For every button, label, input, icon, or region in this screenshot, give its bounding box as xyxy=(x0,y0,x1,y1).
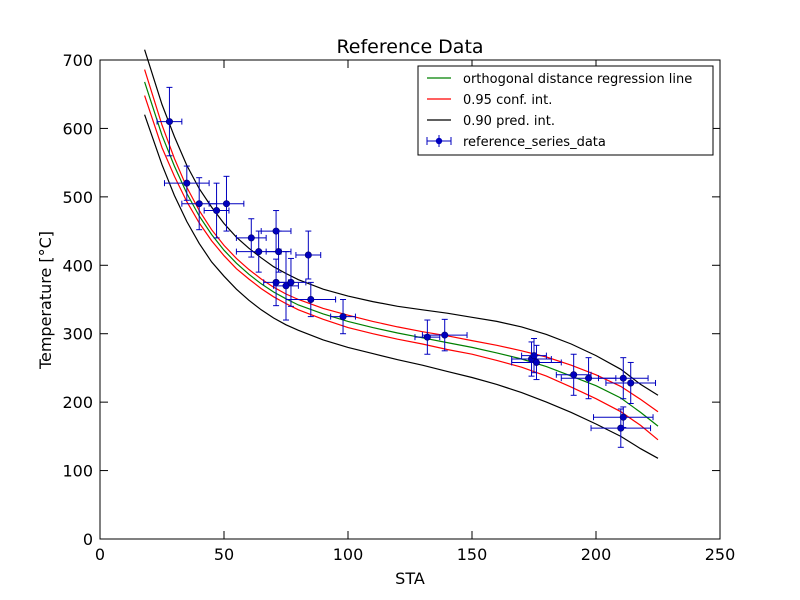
data-marker xyxy=(222,200,230,208)
data-marker xyxy=(183,179,191,187)
data-marker xyxy=(307,295,315,303)
legend-entry-4: reference_series_data xyxy=(426,135,606,150)
data-point-2 xyxy=(163,165,210,201)
data-marker xyxy=(619,413,627,421)
x-tick-label: 100 xyxy=(333,545,364,564)
x-axis-title: STA xyxy=(395,569,425,588)
data-marker xyxy=(570,371,578,379)
points-layer xyxy=(156,86,657,448)
x-tick-label: 50 xyxy=(214,545,234,564)
data-point-5 xyxy=(208,175,245,232)
y-tick-label: 0 xyxy=(83,530,93,549)
data-point-20 xyxy=(511,344,562,381)
data-marker xyxy=(165,118,173,126)
data-point-15 xyxy=(330,299,356,335)
legend-label: orthogonal distance regression line xyxy=(463,72,692,87)
data-point-14 xyxy=(285,281,337,318)
data-point-6 xyxy=(235,218,267,258)
x-tick-label: 0 xyxy=(95,545,105,564)
conf-upper-line xyxy=(144,69,659,413)
data-marker xyxy=(585,374,593,382)
regression-line xyxy=(144,81,659,427)
data-marker xyxy=(213,207,221,215)
data-marker xyxy=(441,331,449,339)
ticks-layer: 0 50 100 150 200 250 0 100 200 300 400 500 600 700 xyxy=(62,51,735,564)
legend-entry-1: orthogonal distance regression line xyxy=(427,72,692,87)
y-tick-label: 300 xyxy=(62,325,93,344)
data-marker xyxy=(532,358,540,366)
data-marker xyxy=(619,374,627,382)
data-marker xyxy=(339,313,347,321)
legend: orthogonal distance regression line 0.95 … xyxy=(417,65,714,156)
data-point-25 xyxy=(597,357,649,400)
legend-entry-3: 0.90 pred. int. xyxy=(427,114,555,129)
data-marker xyxy=(287,278,295,286)
data-point-1 xyxy=(156,86,183,157)
data-marker xyxy=(195,200,203,208)
y-tick-label: 500 xyxy=(62,188,93,207)
legend-label: 0.95 conf. int. xyxy=(463,93,552,108)
y-tick-label: 400 xyxy=(62,256,93,275)
legend-label: reference_series_data xyxy=(463,135,606,150)
data-marker xyxy=(275,248,283,256)
data-marker xyxy=(247,234,255,242)
pred-upper-line xyxy=(144,49,659,396)
plot-frame xyxy=(99,59,721,540)
data-point-13 xyxy=(295,230,322,280)
data-point-26 xyxy=(605,361,657,405)
y-tick-label: 600 xyxy=(62,119,93,138)
y-axis-title: Temperature [°C] xyxy=(36,231,55,370)
data-marker xyxy=(255,248,263,256)
y-tick-label: 100 xyxy=(62,462,93,481)
data-point-24 xyxy=(593,406,654,428)
legend-label: 0.90 pred. int. xyxy=(463,114,555,129)
conf-lower-line xyxy=(144,95,659,441)
chart-title: Reference Data xyxy=(336,36,483,58)
data-point-11 xyxy=(273,251,299,321)
data-point-4 xyxy=(203,182,230,239)
legend-marker xyxy=(435,137,443,145)
legend-entry-2: 0.95 conf. int. xyxy=(427,93,552,108)
data-marker xyxy=(617,424,625,432)
data-point-17 xyxy=(421,318,468,352)
y-tick-label: 200 xyxy=(62,393,93,412)
data-marker xyxy=(627,379,635,387)
data-point-12 xyxy=(275,257,307,307)
x-tick-label: 200 xyxy=(581,545,612,564)
curves-layer xyxy=(144,49,659,459)
x-tick-label: 150 xyxy=(457,545,488,564)
data-marker xyxy=(304,251,312,259)
y-tick-label: 700 xyxy=(62,51,93,70)
data-point-19 xyxy=(521,338,547,374)
data-marker xyxy=(530,352,538,360)
pred-lower-line xyxy=(144,114,659,459)
legend-box xyxy=(417,65,714,156)
x-tick-label: 250 xyxy=(705,545,736,564)
